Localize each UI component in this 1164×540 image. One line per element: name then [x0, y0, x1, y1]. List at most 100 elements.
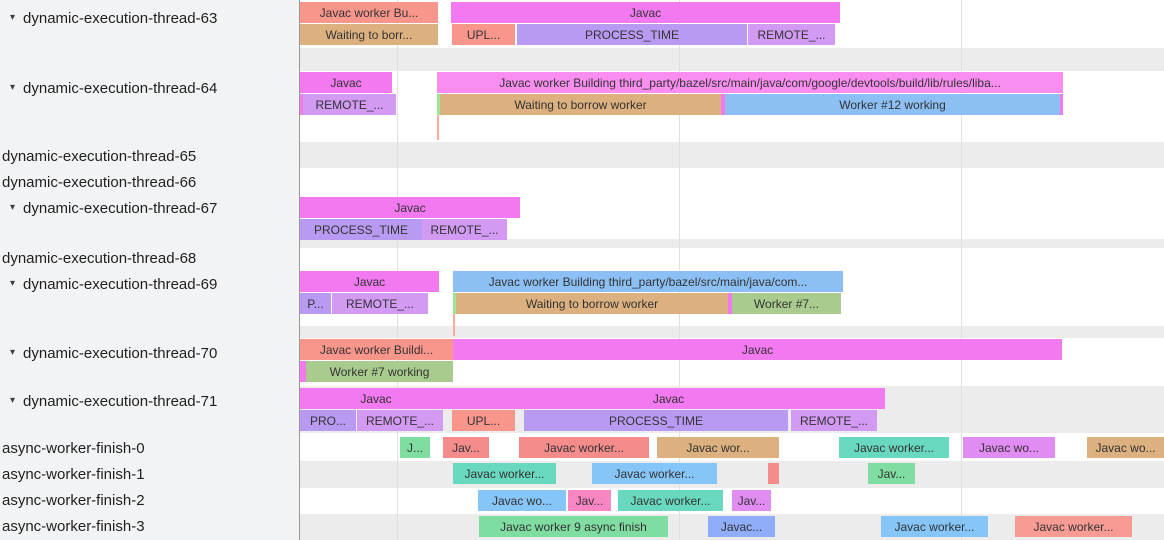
track-label-row[interactable]: ▾ dynamic-execution-thread-70 — [0, 343, 299, 363]
trace-event-bar[interactable]: REMOTE_... — [357, 410, 443, 431]
trace-event-bar[interactable]: Javac wor... — [657, 437, 779, 458]
trace-event-bar[interactable]: Jav... — [732, 490, 771, 511]
trace-event-bar[interactable] — [437, 94, 440, 115]
trace-event-bar[interactable] — [453, 293, 456, 314]
track-label-row[interactable]: async-worker-finish-3 — [0, 516, 299, 536]
trace-event-bar[interactable]: UPL... — [452, 24, 515, 45]
track-name-sidebar: ▾ dynamic-execution-thread-63 ▾ dynamic-exe… — [0, 0, 300, 540]
track-name-label: async-worker-finish-3 — [2, 517, 145, 535]
trace-event-bar[interactable]: Javac worker 9 async finish — [479, 516, 668, 537]
instant-event-tick[interactable] — [437, 115, 439, 140]
track-label-row[interactable]: dynamic-execution-thread-66 — [0, 172, 299, 192]
expand-triangle-icon[interactable]: ▾ — [10, 347, 16, 358]
trace-event-bar[interactable]: Waiting to borr... — [300, 24, 438, 45]
trace-event-bar[interactable]: Javac worker... — [592, 463, 717, 484]
trace-event-bar[interactable] — [300, 361, 306, 382]
time-gridline — [397, 0, 398, 540]
trace-event-bar[interactable]: Javac — [300, 388, 452, 409]
trace-event-bar[interactable]: Javac worker... — [839, 437, 949, 458]
track-label-row[interactable]: ▾ dynamic-execution-thread-63 — [0, 8, 299, 28]
trace-event-bar[interactable]: PROCESS_TIME — [300, 219, 422, 240]
expand-triangle-icon[interactable]: ▾ — [10, 202, 16, 213]
trace-event-bar[interactable]: Javac worker... — [519, 437, 649, 458]
trace-event-bar[interactable]: UPL... — [452, 410, 515, 431]
track-name-label: dynamic-execution-thread-68 — [2, 249, 197, 267]
trace-event-bar[interactable]: REMOTE_... — [422, 219, 507, 240]
trace-event-bar[interactable]: PRO... — [300, 410, 356, 431]
trace-event-bar[interactable] — [721, 94, 725, 115]
trace-event-bar[interactable]: Javac — [300, 197, 520, 218]
trace-event-bar[interactable]: P... — [300, 293, 331, 314]
trace-event-bar[interactable]: Javac — [451, 2, 840, 23]
trace-event-bar[interactable]: Javac — [300, 271, 439, 292]
trace-event-bar[interactable]: Javac worker... — [881, 516, 988, 537]
track-name-label: dynamic-execution-thread-67 — [23, 199, 218, 217]
trace-event-bar[interactable]: Javac — [453, 339, 1062, 360]
track-name-label: dynamic-execution-thread-64 — [23, 79, 218, 97]
expand-triangle-icon[interactable]: ▾ — [10, 12, 16, 23]
track-label-row[interactable]: async-worker-finish-1 — [0, 464, 299, 484]
trace-event-bar[interactable]: J... — [400, 437, 430, 458]
trace-event-bar[interactable]: Javac worker... — [453, 463, 556, 484]
trace-event-bar[interactable] — [768, 463, 779, 484]
trace-event-bar[interactable]: REMOTE_... — [791, 410, 877, 431]
trace-event-bar[interactable]: Jav... — [868, 463, 915, 484]
track-label-row[interactable]: async-worker-finish-0 — [0, 438, 299, 458]
trace-event-bar[interactable] — [300, 94, 303, 115]
time-gridline — [961, 0, 962, 540]
track-label-row[interactable]: dynamic-execution-thread-65 — [0, 146, 299, 166]
expand-triangle-icon[interactable]: ▾ — [10, 395, 16, 406]
track-name-label: dynamic-execution-thread-70 — [23, 344, 218, 362]
trace-event-bar[interactable]: Javac worker Building third_party/bazel/… — [453, 271, 843, 292]
row-band — [300, 48, 1164, 71]
track-name-label: dynamic-execution-thread-65 — [2, 147, 197, 165]
trace-event-bar[interactable]: Javac — [452, 388, 885, 409]
trace-event-bar[interactable]: Javac wo... — [478, 490, 566, 511]
track-label-row[interactable]: ▾ dynamic-execution-thread-67 — [0, 198, 299, 218]
track-name-label: dynamic-execution-thread-71 — [23, 392, 218, 410]
trace-event-bar[interactable]: Javac wo... — [963, 437, 1055, 458]
row-band — [300, 326, 1164, 338]
trace-event-bar[interactable] — [1060, 94, 1063, 115]
track-label-row[interactable]: ▾ dynamic-execution-thread-64 — [0, 78, 299, 98]
trace-event-bar[interactable]: Worker #7... — [732, 293, 841, 314]
track-name-label: dynamic-execution-thread-63 — [23, 9, 218, 27]
trace-event-bar[interactable]: Javac worker Building third_party/bazel/… — [437, 72, 1063, 93]
expand-triangle-icon[interactable]: ▾ — [10, 82, 16, 93]
trace-event-bar[interactable]: Waiting to borrow worker — [440, 94, 721, 115]
expand-triangle-icon[interactable]: ▾ — [10, 278, 16, 289]
trace-event-bar[interactable]: Javac — [300, 72, 392, 93]
track-label-row[interactable]: dynamic-execution-thread-68 — [0, 248, 299, 268]
trace-event-bar[interactable]: Worker #12 working — [725, 94, 1060, 115]
trace-event-bar[interactable]: Javac worker... — [1015, 516, 1132, 537]
trace-event-bar[interactable]: Waiting to borrow worker — [456, 293, 728, 314]
trace-event-bar[interactable]: Javac worker Buildi... — [300, 339, 453, 360]
track-name-label: dynamic-execution-thread-66 — [2, 173, 197, 191]
track-name-label: async-worker-finish-2 — [2, 491, 145, 509]
trace-event-bar[interactable]: Worker #7 working — [306, 361, 453, 382]
track-label-row[interactable]: ▾ dynamic-execution-thread-69 — [0, 274, 299, 294]
trace-event-bar[interactable]: Javac... — [708, 516, 775, 537]
track-label-row[interactable]: ▾ dynamic-execution-thread-71 — [0, 391, 299, 411]
trace-event-bar[interactable]: PROCESS_TIME — [517, 24, 747, 45]
row-band — [300, 461, 1164, 488]
trace-event-bar[interactable]: PROCESS_TIME — [524, 410, 788, 431]
row-band — [300, 239, 1164, 248]
trace-event-bar[interactable] — [728, 293, 732, 314]
trace-event-bar[interactable]: Jav... — [568, 490, 611, 511]
trace-event-bar[interactable]: REMOTE_... — [303, 94, 396, 115]
track-label-row[interactable]: async-worker-finish-2 — [0, 490, 299, 510]
instant-event-tick[interactable] — [453, 314, 455, 336]
track-name-label: dynamic-execution-thread-69 — [23, 275, 218, 293]
time-gridline — [679, 0, 680, 540]
trace-event-bar[interactable]: Javac worker... — [618, 490, 723, 511]
trace-event-bar[interactable]: REMOTE_... — [332, 293, 428, 314]
trace-event-bar[interactable]: Javac worker Bu... — [300, 2, 438, 23]
trace-event-bar[interactable]: Jav... — [443, 437, 489, 458]
trace-event-bar[interactable]: Javac wo... — [1087, 437, 1164, 458]
track-name-label: async-worker-finish-1 — [2, 465, 145, 483]
track-name-label: async-worker-finish-0 — [2, 439, 145, 457]
trace-event-bar[interactable]: REMOTE_... — [748, 24, 835, 45]
